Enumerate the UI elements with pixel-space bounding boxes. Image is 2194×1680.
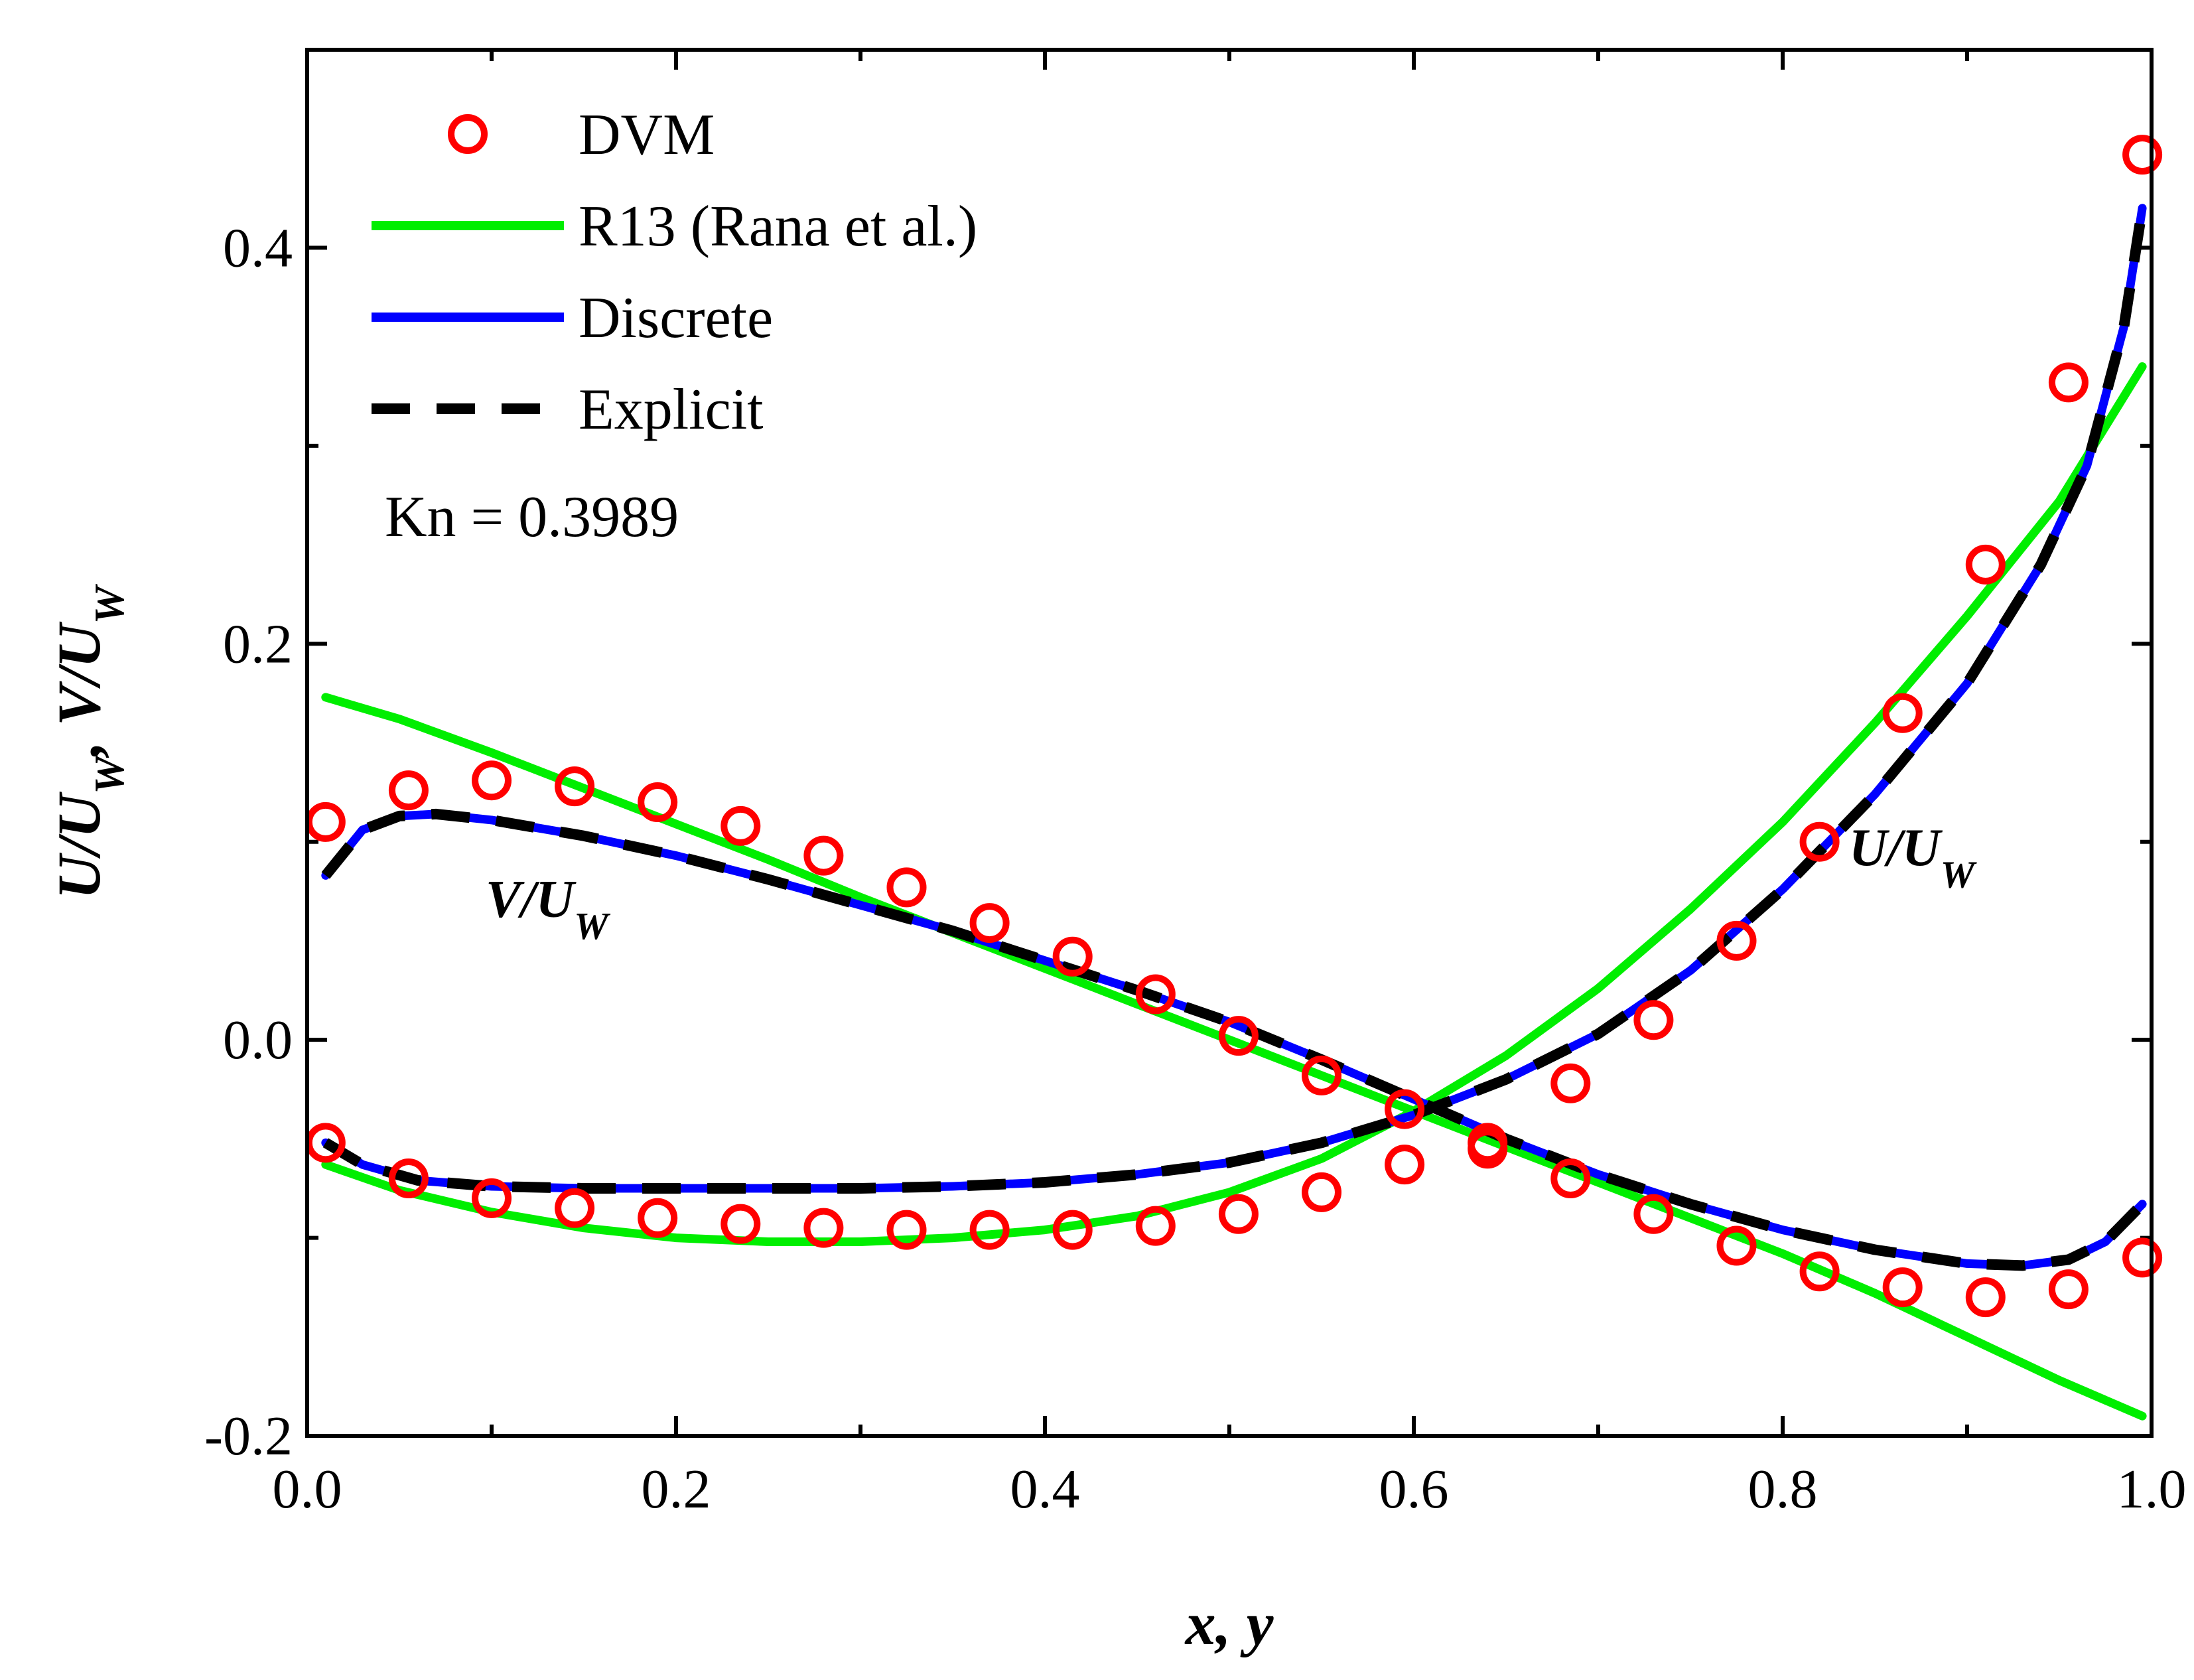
dvm-point-v	[472, 760, 512, 801]
knudsen-annotation: Kn = 0.3989	[385, 485, 679, 549]
dvm-point-u	[1799, 821, 1840, 862]
dvm-point-v	[2048, 1269, 2089, 1310]
legend-label-explicit: Explicit	[579, 378, 764, 442]
curve-label-main: V/U	[486, 871, 577, 929]
curve-label-sub: W	[1941, 853, 1977, 896]
curve-label: V/UW	[486, 871, 610, 947]
axis-labels: 0.0 0.2 0.4 0.6 0.8 1.0-0.20.00.20.4x, yU/UW,…	[45, 217, 2187, 1657]
dvm-point-v	[1468, 1129, 1508, 1169]
legend-symbol-dvm	[448, 114, 488, 154]
plot-series	[305, 135, 2163, 1421]
y-axis-title: U/UW, V/UW	[45, 584, 133, 900]
dvm-point-v	[1302, 1055, 1341, 1095]
dvm-point-v	[969, 903, 1010, 944]
r13-line-v	[321, 693, 2147, 1421]
dvm-point-u	[1550, 1063, 1591, 1103]
legend-label-r13: R13 (Rana et al.)	[579, 194, 977, 259]
x-axis-title: x, y	[1184, 1590, 1274, 1657]
dvm-point-u	[1882, 693, 1923, 733]
curve-label: U/UW	[1849, 819, 1977, 896]
x-tick-label: 0.8	[1748, 1458, 1818, 1520]
dvm-point-u	[969, 1210, 1010, 1250]
curve-label-main: U/U	[1849, 819, 1943, 878]
dvm-point-u	[1052, 1210, 1093, 1250]
dvm-point-u	[886, 1210, 927, 1250]
explicit-line-u	[322, 207, 2148, 1194]
dvm-point-v	[638, 782, 678, 823]
r13-line-u	[321, 362, 2147, 1246]
dvm-point-v	[305, 802, 346, 842]
x-tick-label: 1.0	[2117, 1458, 2187, 1520]
dvm-point-u	[388, 1158, 429, 1199]
dvm-point-v	[803, 835, 844, 876]
dvm-point-u	[2122, 135, 2163, 175]
y-axis-title-part: W	[86, 584, 133, 624]
x-tick-label: 0.4	[1010, 1458, 1080, 1520]
dvm-point-v	[1799, 1251, 1840, 1292]
dvm-point-v	[1135, 974, 1176, 1015]
dvm-point-u	[720, 1204, 761, 1244]
dvm-point-v	[886, 867, 927, 908]
dvm-point-v	[720, 805, 761, 846]
legend-label-discrete: Discrete	[579, 286, 773, 350]
dvm-point-v	[1550, 1158, 1591, 1199]
dvm-point-u	[1385, 1145, 1425, 1185]
y-tick-label: 0.4	[223, 217, 293, 279]
y-tick-label: 0.0	[223, 1009, 293, 1071]
dvm-point-v	[1218, 1016, 1259, 1056]
dvm-point-u	[1716, 920, 1757, 961]
curve-label-sub: W	[574, 904, 610, 947]
dvm-point-u	[472, 1178, 512, 1218]
y-axis-title-part: W	[86, 754, 133, 794]
legend: DVM R13 (Rana et al.) Discrete Explicit	[372, 103, 977, 442]
dvm-point-u	[2048, 362, 2089, 403]
dvm-point-v	[1052, 936, 1093, 977]
dvm-point-v	[388, 770, 429, 811]
y-axis-title-part: , V/U	[45, 621, 113, 758]
dvm-point-u	[555, 1188, 595, 1228]
y-tick-label: 0.2	[223, 613, 293, 675]
dvm-point-v	[1965, 1277, 2006, 1318]
dvm-point-v	[1882, 1267, 1923, 1308]
dvm-point-u	[803, 1208, 844, 1248]
x-tick-label: 0.0	[273, 1458, 342, 1520]
x-tick-label: 0.2	[642, 1458, 711, 1520]
dvm-point-u	[1135, 1206, 1176, 1246]
legend-label-dvm: DVM	[579, 103, 715, 167]
x-tick-label: 0.6	[1379, 1458, 1449, 1520]
dvm-point-v	[555, 766, 595, 807]
dvm-point-v	[1716, 1225, 1757, 1266]
dvm-point-u	[1633, 1000, 1674, 1040]
dvm-point-u	[1302, 1172, 1341, 1212]
dvm-point-u	[638, 1198, 678, 1238]
plot-frame	[305, 48, 2154, 1438]
y-axis-title-part: U/U	[45, 791, 113, 899]
dvm-point-u	[1965, 544, 2006, 585]
dvm-point-v	[1385, 1089, 1425, 1129]
dvm-point-u	[1218, 1194, 1259, 1234]
dvm-point-v	[1633, 1194, 1674, 1234]
dvm-point-v	[2122, 1237, 2163, 1278]
y-tick-label: -0.2	[204, 1405, 293, 1467]
